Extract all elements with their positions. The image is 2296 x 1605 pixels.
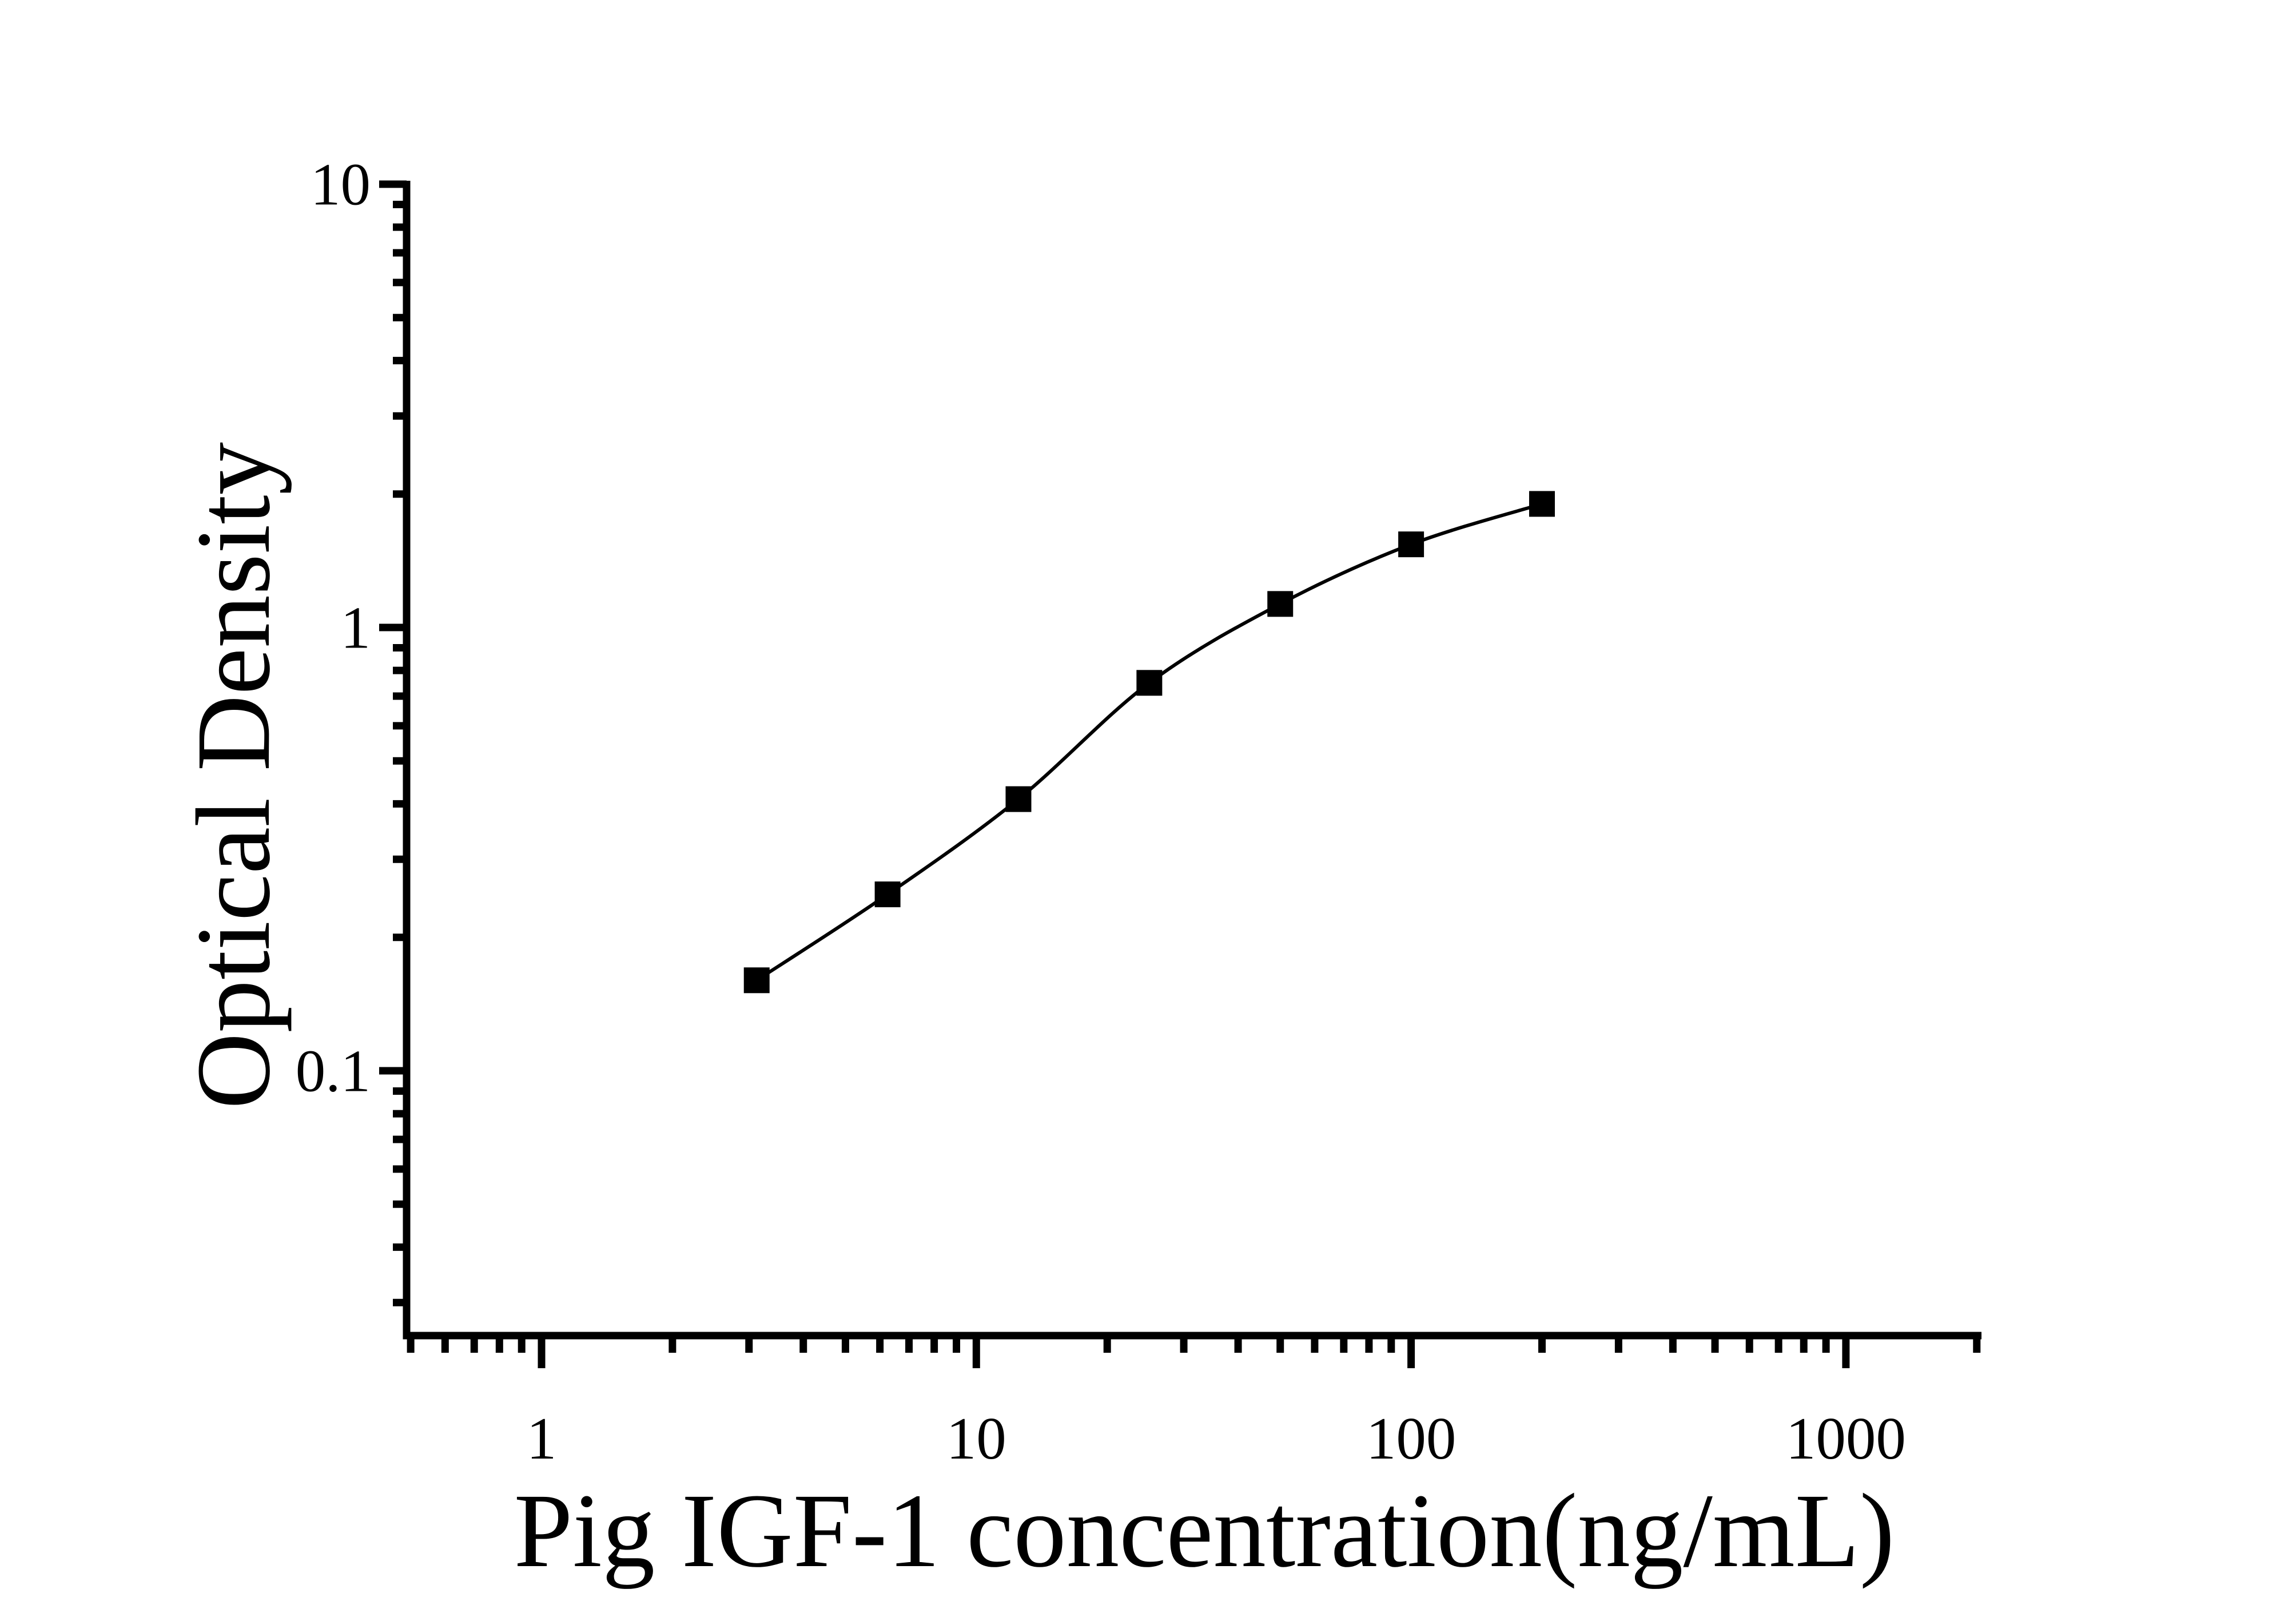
data-point-marker bbox=[874, 881, 901, 908]
x-tick-label: 1 bbox=[527, 1405, 557, 1472]
y-tick-label: 1 bbox=[341, 594, 371, 661]
data-point-marker bbox=[1267, 591, 1294, 617]
x-tick-label: 1000 bbox=[1786, 1405, 1906, 1472]
y-tick-label: 10 bbox=[311, 151, 371, 218]
data-point-marker bbox=[743, 967, 770, 994]
data-point-marker bbox=[1398, 531, 1424, 558]
x-axis-title: Pig IGF-1 concentration(ng/mL) bbox=[514, 1472, 1895, 1590]
data-point-marker bbox=[1005, 786, 1032, 812]
y-axis-title: Optical Density bbox=[175, 442, 292, 1109]
x-tick-label: 10 bbox=[946, 1405, 1006, 1472]
data-point-marker bbox=[1136, 670, 1163, 696]
data-point-marker bbox=[1529, 491, 1555, 517]
x-tick-label: 100 bbox=[1366, 1405, 1457, 1472]
y-tick-label: 0.1 bbox=[296, 1038, 371, 1105]
standard-curve-line bbox=[755, 502, 1543, 982]
